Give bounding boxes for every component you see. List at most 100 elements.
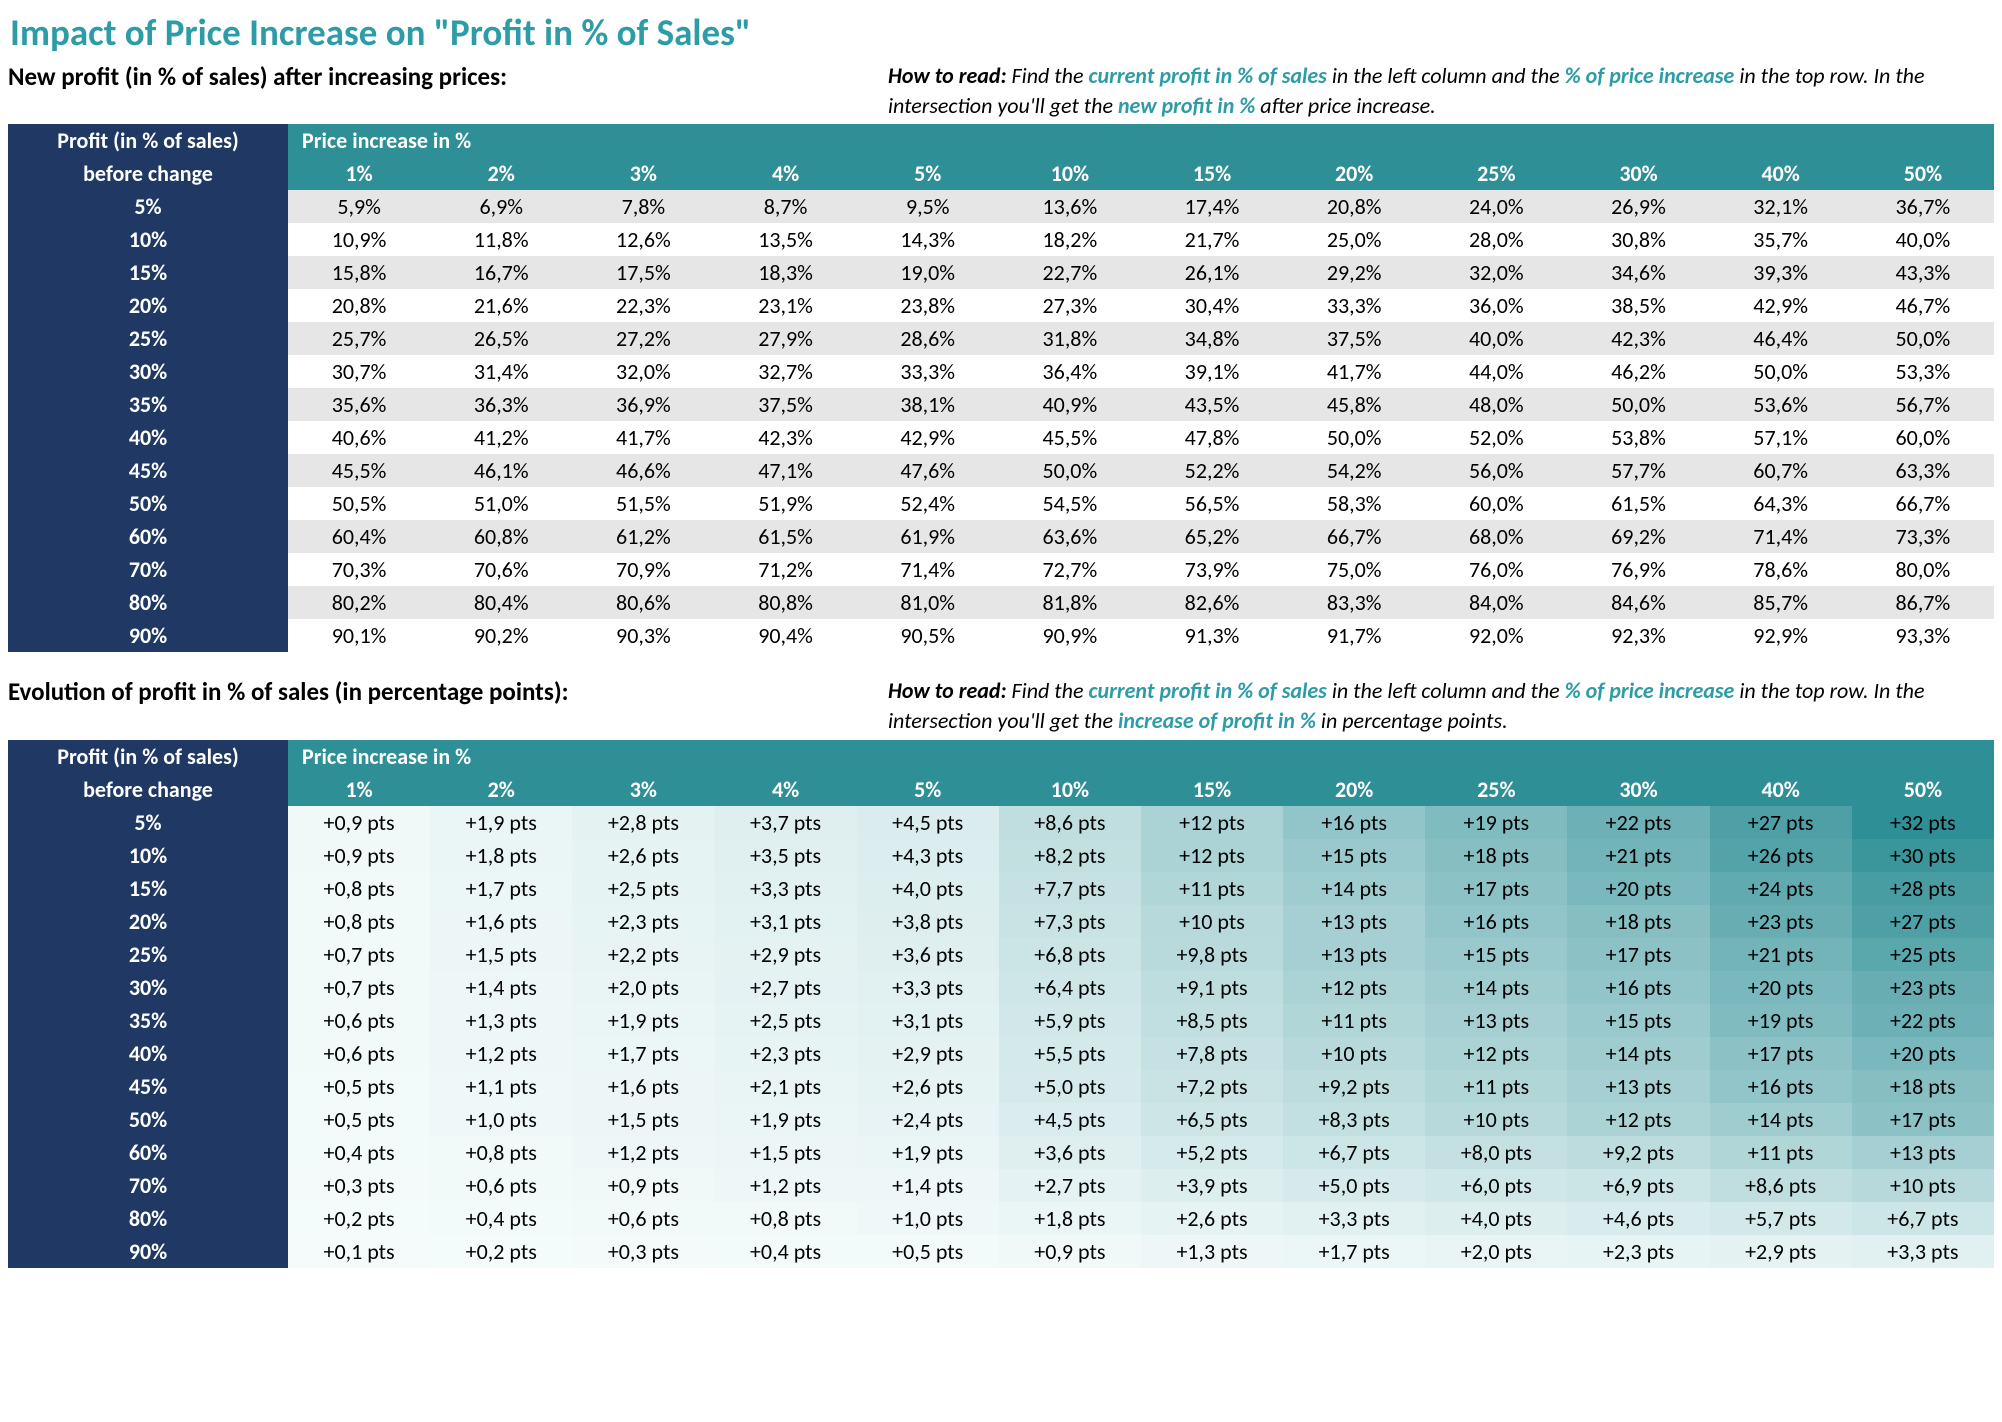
- cell: 40,0%: [1425, 322, 1567, 355]
- table1-howto: How to read: Find the current profit in …: [888, 61, 1994, 120]
- cell: +19 pts: [1710, 1004, 1852, 1037]
- cell: 46,7%: [1852, 289, 1994, 322]
- cell: +2,3 pts: [1567, 1235, 1709, 1268]
- cell: 24,0%: [1425, 190, 1567, 223]
- cell: 75,0%: [1283, 553, 1425, 586]
- cell: +2,9 pts: [714, 938, 856, 971]
- cell: +3,6 pts: [857, 938, 999, 971]
- cell: +22 pts: [1567, 806, 1709, 839]
- cell: 22,3%: [572, 289, 714, 322]
- cell: +1,7 pts: [572, 1037, 714, 1070]
- cell: 76,0%: [1425, 553, 1567, 586]
- row-header: 10%: [8, 839, 288, 872]
- cell: +3,3 pts: [1283, 1202, 1425, 1235]
- cell: 52,4%: [857, 487, 999, 520]
- col-header: 3%: [572, 773, 714, 806]
- cell: +8,6 pts: [1710, 1169, 1852, 1202]
- cell: +9,8 pts: [1141, 938, 1283, 971]
- cell: 32,1%: [1710, 190, 1852, 223]
- cell: +14 pts: [1283, 872, 1425, 905]
- cell: 33,3%: [857, 355, 999, 388]
- cell: +0,6 pts: [288, 1004, 430, 1037]
- cell: 54,2%: [1283, 454, 1425, 487]
- cell: +8,3 pts: [1283, 1103, 1425, 1136]
- cell: +0,6 pts: [572, 1202, 714, 1235]
- cell: +6,8 pts: [999, 938, 1141, 971]
- cell: 27,3%: [999, 289, 1141, 322]
- corner-bot: before change: [8, 773, 288, 806]
- cell: +17 pts: [1710, 1037, 1852, 1070]
- cell: 53,8%: [1567, 421, 1709, 454]
- col-header: 50%: [1852, 773, 1994, 806]
- cell: +1,1 pts: [430, 1070, 572, 1103]
- cell: 46,6%: [572, 454, 714, 487]
- col-header: 20%: [1283, 773, 1425, 806]
- cell: +1,6 pts: [430, 905, 572, 938]
- col-header: 1%: [288, 157, 430, 190]
- row-header: 90%: [8, 619, 288, 652]
- row-header: 70%: [8, 1169, 288, 1202]
- cell: 61,2%: [572, 520, 714, 553]
- cell: +0,4 pts: [430, 1202, 572, 1235]
- cell: +1,9 pts: [714, 1103, 856, 1136]
- col-header: 10%: [999, 773, 1141, 806]
- cell: 70,6%: [430, 553, 572, 586]
- table2: Profit (in % of sales)Price increase in …: [8, 740, 1994, 1268]
- cell: +0,5 pts: [857, 1235, 999, 1268]
- cell: 58,3%: [1283, 487, 1425, 520]
- cell: +9,2 pts: [1283, 1070, 1425, 1103]
- cell: 47,8%: [1141, 421, 1283, 454]
- cell: 50,0%: [1283, 421, 1425, 454]
- cell: +0,1 pts: [288, 1235, 430, 1268]
- cell: 61,5%: [1567, 487, 1709, 520]
- col-header: 4%: [714, 773, 856, 806]
- cell: +11 pts: [1141, 872, 1283, 905]
- cell: +3,1 pts: [714, 905, 856, 938]
- row-header: 45%: [8, 1070, 288, 1103]
- cell: +12 pts: [1283, 971, 1425, 1004]
- cell: +2,3 pts: [714, 1037, 856, 1070]
- cell: 46,2%: [1567, 355, 1709, 388]
- cell: +17 pts: [1425, 872, 1567, 905]
- cell: 42,3%: [714, 421, 856, 454]
- cell: +1,7 pts: [430, 872, 572, 905]
- cell: 57,1%: [1710, 421, 1852, 454]
- cell: +24 pts: [1710, 872, 1852, 905]
- cell: 50,0%: [1710, 355, 1852, 388]
- cell: +18 pts: [1852, 1070, 1994, 1103]
- cell: +15 pts: [1425, 938, 1567, 971]
- cell: +1,4 pts: [857, 1169, 999, 1202]
- cell: 35,7%: [1710, 223, 1852, 256]
- cell: 25,0%: [1283, 223, 1425, 256]
- cell: 52,0%: [1425, 421, 1567, 454]
- cell: 45,5%: [288, 454, 430, 487]
- row-header: 20%: [8, 289, 288, 322]
- row-header: 60%: [8, 1136, 288, 1169]
- cell: 71,4%: [857, 553, 999, 586]
- cell: 5,9%: [288, 190, 430, 223]
- cell: +3,3 pts: [714, 872, 856, 905]
- row-header: 5%: [8, 190, 288, 223]
- cell: 90,3%: [572, 619, 714, 652]
- cell: +0,6 pts: [288, 1037, 430, 1070]
- cell: 46,1%: [430, 454, 572, 487]
- cell: +2,8 pts: [572, 806, 714, 839]
- cell: +0,7 pts: [288, 938, 430, 971]
- cell: +20 pts: [1710, 971, 1852, 1004]
- cell: +1,8 pts: [999, 1202, 1141, 1235]
- cell: 71,4%: [1710, 520, 1852, 553]
- cell: +1,5 pts: [572, 1103, 714, 1136]
- cell: 38,1%: [857, 388, 999, 421]
- cell: 84,0%: [1425, 586, 1567, 619]
- col-header: 15%: [1141, 773, 1283, 806]
- cell: +5,2 pts: [1141, 1136, 1283, 1169]
- col-header: 3%: [572, 157, 714, 190]
- cell: 63,6%: [999, 520, 1141, 553]
- cell: +2,0 pts: [1425, 1235, 1567, 1268]
- cell: 36,7%: [1852, 190, 1994, 223]
- cell: 80,8%: [714, 586, 856, 619]
- cell: 39,1%: [1141, 355, 1283, 388]
- cell: 73,9%: [1141, 553, 1283, 586]
- cell: 81,8%: [999, 586, 1141, 619]
- cell: +14 pts: [1425, 971, 1567, 1004]
